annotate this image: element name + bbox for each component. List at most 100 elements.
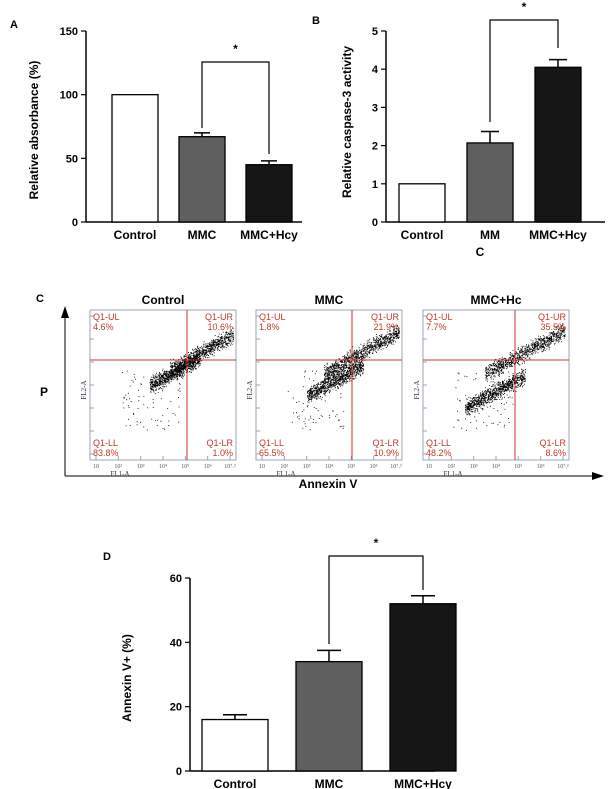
- bars-b-bar-1: [466, 142, 514, 223]
- bars-d-category-label-1: MMC: [315, 777, 344, 789]
- flow-plot-0-lr-label: Q1-LR: [206, 438, 233, 448]
- flow-plot-0-x-axis-name: FL1-A: [110, 470, 129, 478]
- panel-d-ylabel: Annexin V+ (%): [120, 634, 134, 722]
- flow-plot-1-ur-pct: 21.9%: [373, 322, 399, 332]
- panel-c-ylabel: P: [40, 385, 48, 399]
- panel-b-ylabel: Relative caspase-3 activity: [340, 46, 354, 198]
- flow-plot-2-xtick-label-0: 10: [426, 464, 432, 470]
- flow-plot-2-ur-pct: 35.5%: [540, 322, 566, 332]
- panel-c-y-axis-arrow: [61, 306, 69, 318]
- bars-a-bar-0: [111, 94, 159, 223]
- bars-a-category-label-0: Control: [114, 228, 157, 242]
- bars-a-bar-1: [178, 136, 226, 223]
- panel-a-plot: 0 50 100 150 Control MMC MMC+Hcy *: [60, 26, 302, 242]
- bars-b-ytick-label-0: 0: [372, 217, 378, 229]
- flow-plot-0-ur-label: Q1-UR: [205, 312, 234, 322]
- bars-d-bar-1: [295, 660, 363, 772]
- bars-b-ytick-label-4: 4: [372, 64, 379, 76]
- bars-d-category-label-2: MMC+Hcy: [394, 777, 452, 789]
- flow-plot-1-ur-label: Q1-UR: [371, 312, 400, 322]
- flow-plot-1-xtick-label-3: 10⁴: [325, 464, 333, 470]
- bars-a-category-label-2: MMC+Hcy: [240, 228, 298, 242]
- flow-plot-2-ur-label: Q1-UR: [538, 312, 567, 322]
- bars-b-ytick-label-2: 2: [372, 141, 378, 153]
- flow-plot-2: MMC+Hc 10 10² 10³ 10⁴ 10⁵ 10⁶ 10⁷.² FL1-A FL2-A Q1…: [413, 293, 570, 478]
- flow-plot-title-2: MMC+Hc: [470, 293, 521, 307]
- bars-d-ytick-label-3: 60: [170, 573, 182, 585]
- flow-plot-1-xtick-label-2: 10³: [303, 464, 311, 470]
- bars-d-bar-0: [201, 718, 269, 772]
- panel-b-letter: B: [312, 15, 320, 27]
- bars-a-significance-bracket: [201, 61, 270, 154]
- bars-a-ytick-label-1: 50: [66, 153, 78, 165]
- flow-plot-2-ul-label: Q1-UL: [426, 312, 453, 322]
- bars-b-category-label-0: Control: [401, 228, 444, 242]
- panel-d-letter: D: [103, 551, 111, 563]
- flow-plot-2-xtick-label-4: 10⁵: [514, 464, 522, 470]
- bars-a-significance-star: *: [233, 42, 238, 56]
- flow-plot-0-xtick-label-6: 10⁷.²: [224, 464, 236, 470]
- bars-d-ytick-label-0: 0: [176, 766, 182, 778]
- bars-d-category-label-0: Control: [214, 777, 257, 789]
- flow-plot-1-xtick-label-1: 10²: [280, 464, 288, 470]
- bars-b-category-label-1: MM: [480, 228, 500, 242]
- panel-c-x-axis-arrow: [592, 472, 604, 480]
- bars-b-category-label-2: MMC+Hcy: [529, 228, 587, 242]
- flow-plot-0-ll-pct: 83.8%: [93, 448, 119, 458]
- flow-plot-1-lr-label: Q1-LR: [372, 438, 399, 448]
- panel-c-flow-plots: Control 10 10² 10³ 10⁴ 10⁵ 10⁶ 10⁷.² FL1-A FL2-A Q…: [80, 293, 570, 478]
- flow-plot-title-1: MMC: [315, 293, 344, 307]
- bars-b-bar-2: [534, 66, 582, 223]
- flow-plot-1-ll-pct: 65.5%: [259, 448, 285, 458]
- flow-plot-2-xtick-label-6: 10⁷.²: [557, 464, 569, 470]
- flow-plot-0-xtick-label-4: 10⁵: [181, 464, 189, 470]
- bars-b-ytick-label-5: 5: [372, 26, 378, 38]
- bars-a-ytick-label-0: 0: [72, 217, 78, 229]
- bars-d-significance-star: *: [374, 536, 379, 550]
- flow-plot-frame-1: [255, 309, 403, 461]
- flow-plot-2-x-axis-name: FL1-A: [443, 470, 462, 478]
- flow-plot-2-lr-pct: 8.6%: [545, 448, 566, 458]
- flow-plot-1-lr-pct: 10.9%: [373, 448, 399, 458]
- flow-plot-2-xtick-label-5: 10⁶: [537, 464, 545, 470]
- flow-plot-0-xtick-label-5: 10⁶: [204, 464, 212, 470]
- bars-b-significance-bracket: [489, 19, 559, 122]
- flow-plot-title-0: Control: [142, 293, 185, 307]
- flow-plot-0-events: [122, 327, 234, 431]
- bars-a-ytick-label-2: 100: [60, 90, 78, 102]
- flow-plot-2-ll-pct: 48.2%: [426, 448, 452, 458]
- bars-d-ytick-label-1: 20: [170, 702, 182, 714]
- panel-b-xlabel: C: [476, 245, 485, 259]
- flow-plot-0-xtick-label-3: 10⁴: [159, 464, 167, 470]
- flow-plot-1-ul-pct: 1.8%: [259, 322, 280, 332]
- panel-d: D Annexin V+ (%) 0 20 40 60 Control MMC MMC+Hc…: [103, 536, 457, 789]
- flow-plot-0-xtick-label-0: 10: [93, 464, 99, 470]
- flow-plot-2-lr-label: Q1-LR: [539, 438, 566, 448]
- flow-plot-2-ul-pct: 7.7%: [426, 322, 447, 332]
- bars-b-bar-0: [398, 183, 446, 223]
- flow-plot-0-ur-pct: 10.6%: [207, 322, 233, 332]
- flow-plot-2-y-axis-name: FL2-A: [413, 380, 421, 399]
- panel-c: C P Annexin V Control 10 10² 10³ 10⁴ 10⁵ 10⁶ 10…: [36, 293, 604, 491]
- flow-plot-1-xtick-label-6: 10⁷.²: [390, 464, 402, 470]
- flow-plot-2-ll-label: Q1-LL: [426, 438, 451, 448]
- bars-a-category-label-1: MMC: [188, 228, 217, 242]
- panel-d-plot: 0 20 40 60 Control MMC MMC+Hcy *: [170, 536, 457, 789]
- flow-plot-0-y-axis-name: FL2-A: [80, 380, 88, 399]
- bars-b-significance-star: *: [522, 0, 527, 14]
- flow-plot-2-xtick-label-2: 10³: [470, 464, 478, 470]
- bars-b-ytick-label-1: 1: [372, 179, 378, 191]
- flow-plot-1-ll-label: Q1-LL: [259, 438, 284, 448]
- panel-c-letter: C: [36, 293, 44, 305]
- flow-plot-0-lr-pct: 1.0%: [212, 448, 233, 458]
- panel-a: A Relative absorbance (%) 0 50 100 150 Contr…: [10, 19, 302, 242]
- panel-c-xlabel: Annexin V: [299, 477, 358, 491]
- bars-b-ytick-label-3: 3: [372, 102, 378, 114]
- flow-plot-0-ul-pct: 4.6%: [93, 322, 114, 332]
- flow-plot-2-xtick-label-1: 10²: [447, 464, 455, 470]
- panel-b-plot: 0 1 2 3 4 5 Control MM MMC+Hcy *: [372, 0, 605, 242]
- flow-plot-0-ul-label: Q1-UL: [93, 312, 120, 322]
- panel-a-letter: A: [10, 19, 18, 31]
- flow-plot-1-xtick-label-0: 10: [259, 464, 265, 470]
- panel-b: B Relative caspase-3 activity 0 1 2 3 4 5 Cont…: [312, 0, 605, 259]
